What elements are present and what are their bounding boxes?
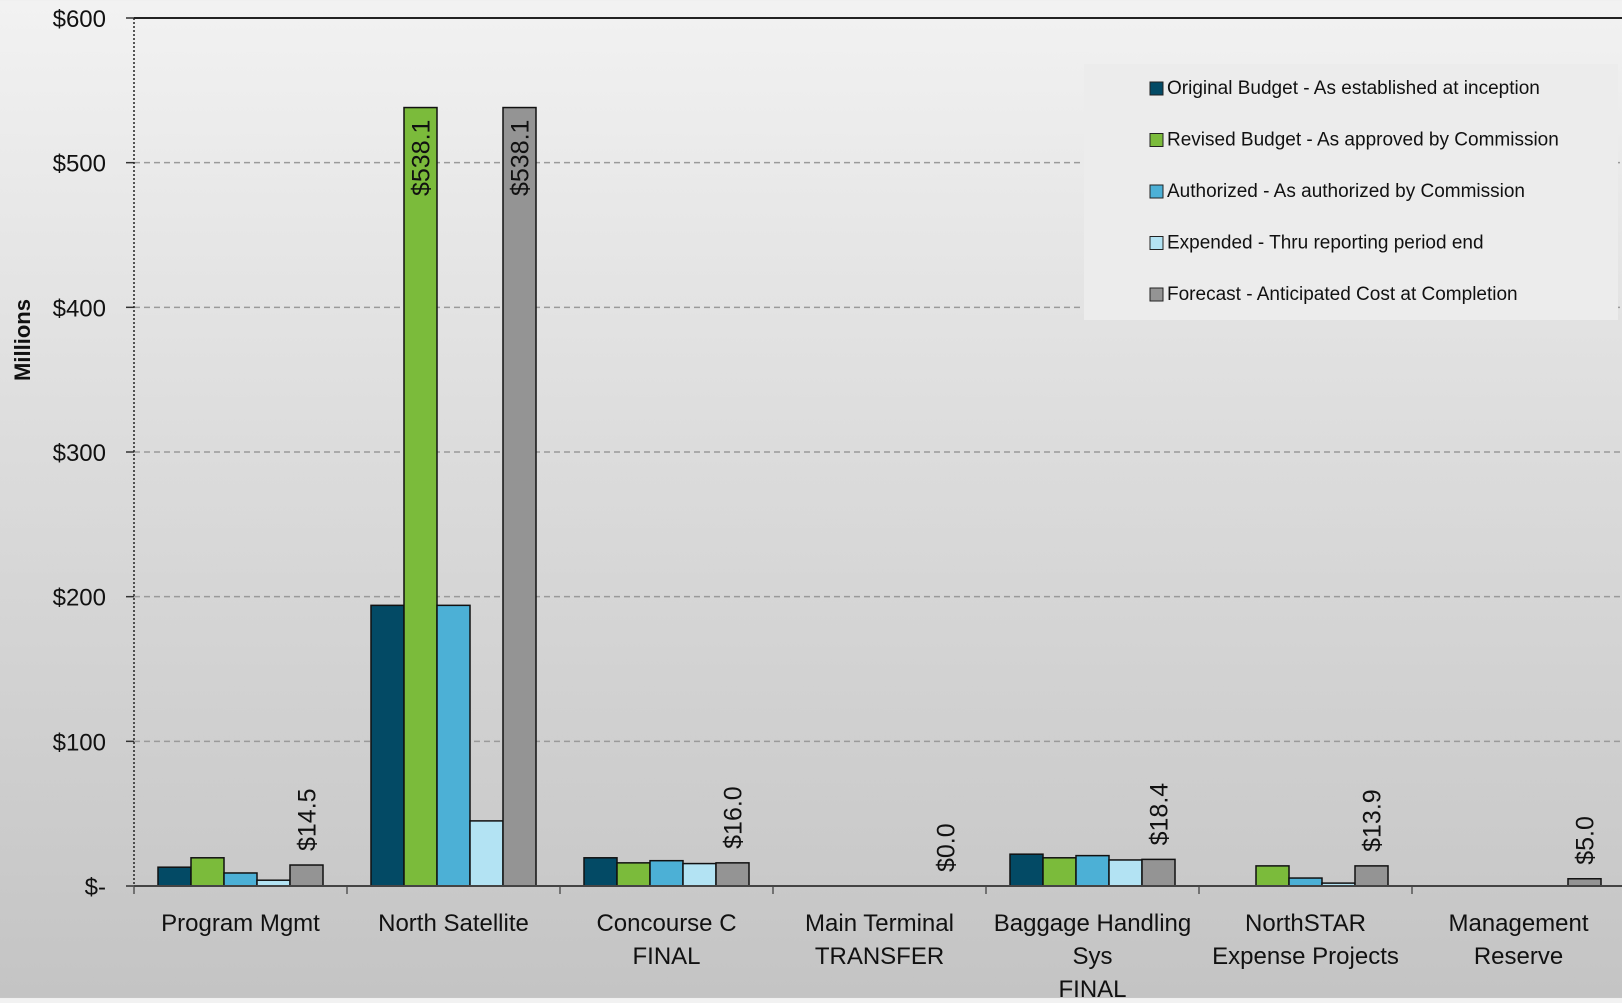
bar [616,862,651,887]
bar [1288,877,1323,887]
category-label: FINAL [1058,976,1126,998]
category-label: Management [1448,910,1588,937]
category-label: North Satellite [378,910,529,937]
bar [223,872,258,887]
y-tick-label: $- [85,874,106,901]
category-label: Sys [1072,943,1112,970]
legend-label: Authorized - As authorized by Commission [1167,181,1525,202]
bar [1108,859,1143,887]
data-label: $13.9 [1359,789,1387,852]
data-label: $14.5 [294,788,322,851]
bar [1354,865,1389,887]
bar [583,857,618,887]
bar [469,820,504,887]
data-label: $18.4 [1146,783,1174,846]
legend-label: Expended - Thru reporting period end [1167,233,1484,254]
legend-label: Original Budget - As established at ince… [1167,78,1540,99]
bar [649,859,684,887]
data-label: $5.0 [1572,816,1600,865]
bar [157,866,192,887]
bar [682,862,717,887]
bar [1255,865,1290,887]
legend-swatch [1149,236,1164,250]
bar [1141,858,1176,887]
data-label: $538.1 [408,120,436,196]
legend-swatch [1149,287,1164,302]
category-label: Baggage Handling [994,910,1192,937]
category-label: FINAL [632,943,700,970]
data-label: $0.0 [933,823,961,872]
legend-label: Revised Budget - As approved by Commissi… [1167,130,1559,151]
category-label: TRANSFER [815,943,944,970]
bar [370,604,405,887]
legend-swatch [1149,81,1164,96]
bar [403,106,438,887]
bar [1075,854,1110,887]
y-tick-label: $200 [53,585,106,612]
bar [715,862,750,887]
y-tick-label: $500 [53,151,106,178]
y-axis-title: Millions [10,299,35,381]
bar [502,106,537,887]
bar [436,604,471,887]
bar [1567,878,1602,887]
legend-swatch [1149,184,1164,199]
category-label: Main Terminal [805,910,954,937]
legend-box [1084,64,1618,320]
legend-label: Forecast - Anticipated Cost at Completio… [1167,284,1518,305]
y-tick-label: $400 [53,295,106,322]
category-label: Program Mgmt [161,910,320,937]
data-label: $16.0 [720,786,748,849]
legend-swatch [1149,133,1164,147]
category-label: Expense Projects [1212,943,1399,970]
category-label: NorthSTAR [1245,910,1366,937]
bar [289,864,324,887]
y-tick-label: $300 [53,440,106,467]
bar [1042,857,1077,887]
category-label: Reserve [1474,943,1563,970]
bar [190,857,225,887]
y-tick-label: $100 [53,729,106,756]
y-tick-label: $600 [53,6,106,33]
bar [1009,853,1044,887]
category-label: Concourse C [596,910,736,937]
data-label: $538.1 [507,120,535,196]
